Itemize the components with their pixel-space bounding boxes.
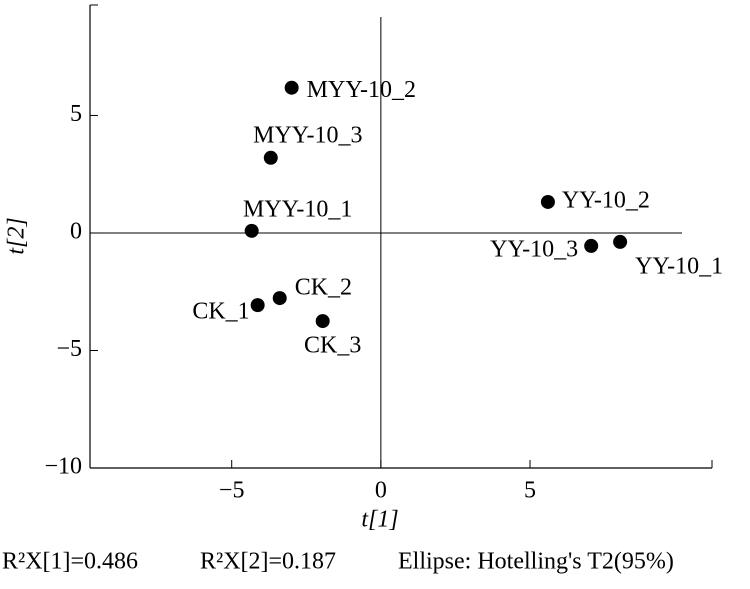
x-axis-label: t[1] <box>361 507 398 533</box>
footnote: R²X[2]=0.187 <box>200 549 336 575</box>
footnote: Ellipse: Hotelling's T2(95%) <box>398 549 674 575</box>
point <box>272 291 287 306</box>
point-label: MYY-10_3 <box>253 122 362 148</box>
point-label: CK_1 <box>192 299 249 325</box>
x-tick-label: 5 <box>524 478 536 504</box>
point-label: MYY-10_1 <box>243 196 352 222</box>
x-tick-label: −5 <box>219 478 245 504</box>
point-label: YY-10_2 <box>562 187 650 213</box>
point-label: CK_3 <box>304 333 361 359</box>
footnote: R²X[1]=0.486 <box>2 549 138 575</box>
point <box>613 234 628 249</box>
point <box>284 80 299 95</box>
point-label: MYY-10_2 <box>307 77 416 103</box>
y-tick-label: 5 <box>70 101 82 127</box>
point-label: CK_2 <box>295 275 352 301</box>
point <box>250 298 265 313</box>
point-label: YY-10_3 <box>490 236 578 262</box>
y-tick-label: 0 <box>70 218 82 244</box>
x-tick-label: 0 <box>375 478 387 504</box>
y-tick-label: −5 <box>56 336 82 362</box>
point <box>584 238 599 253</box>
point-label: YY-10_1 <box>635 253 723 279</box>
y-axis-label: t[2] <box>4 217 30 254</box>
y-tick-label: −10 <box>44 454 82 480</box>
point <box>244 223 259 238</box>
point <box>315 314 330 329</box>
point <box>263 150 278 165</box>
point <box>540 194 555 209</box>
